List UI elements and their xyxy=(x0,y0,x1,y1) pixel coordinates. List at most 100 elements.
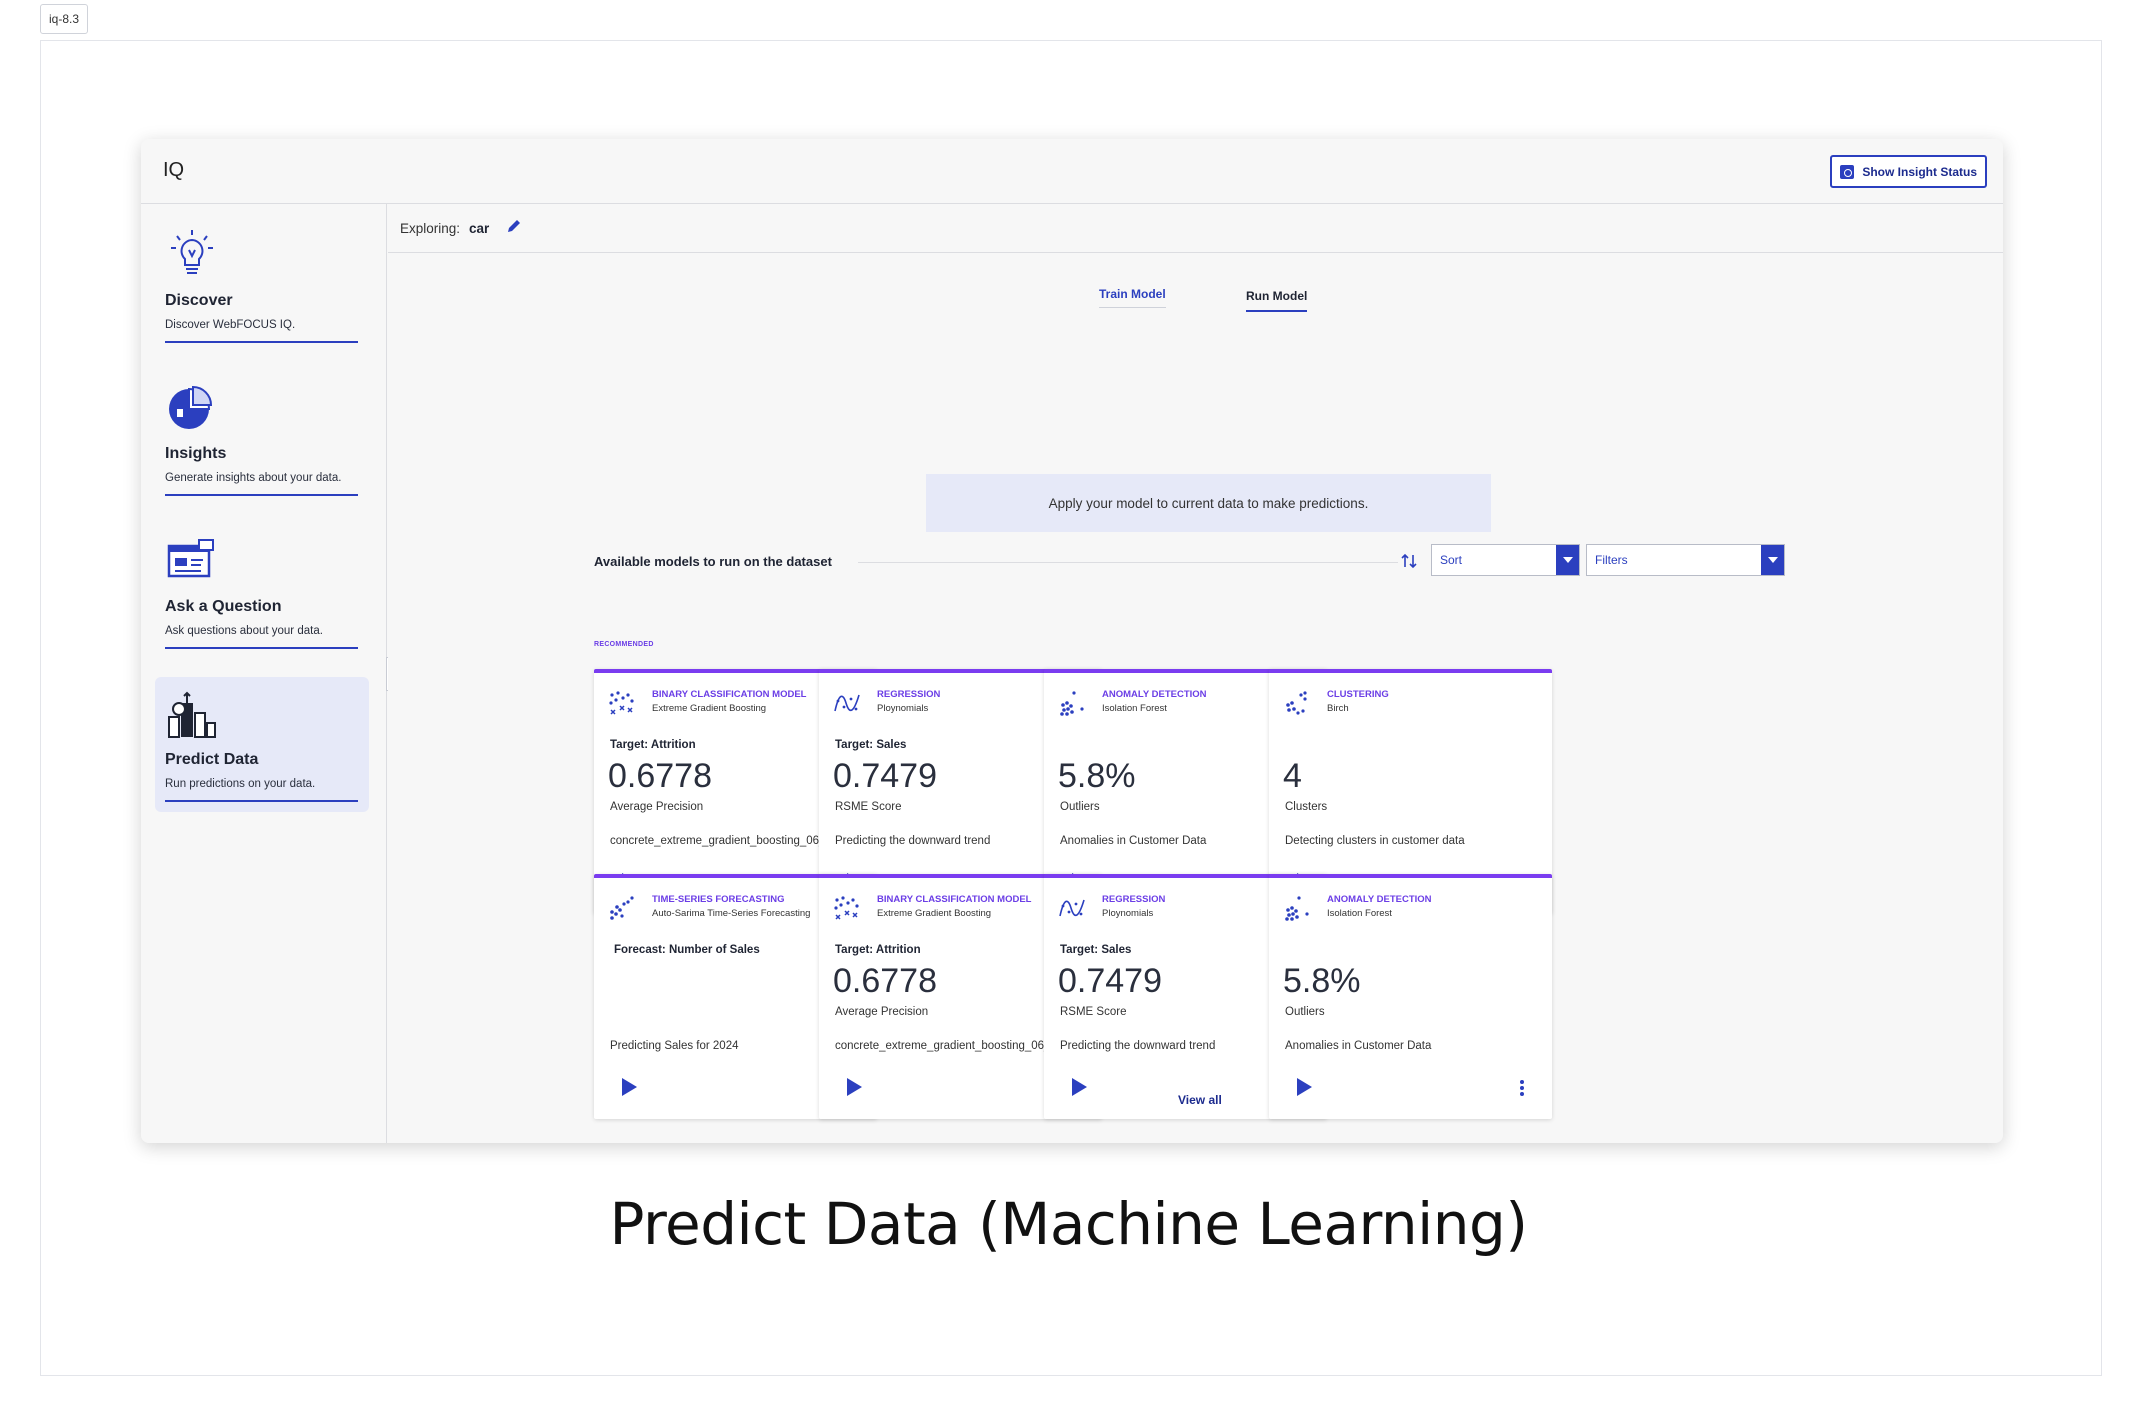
sidebar-item-underline xyxy=(165,341,358,343)
sidebar-item-desc: Ask questions about your data. xyxy=(165,625,323,637)
model-algorithm-label: Extreme Gradient Boosting xyxy=(652,703,767,714)
sidebar-item-underline xyxy=(165,494,358,496)
curve-icon xyxy=(834,694,860,712)
curve-icon xyxy=(1059,899,1085,917)
sort-direction-icon[interactable] xyxy=(1399,551,1419,571)
bar-chart-icon xyxy=(168,691,216,738)
filters-dropdown[interactable]: Filters xyxy=(1586,544,1785,576)
filters-dropdown-value: Filters xyxy=(1595,553,1628,567)
model-type-label: ANOMALY DETECTION xyxy=(1327,894,1432,905)
model-metric-label: Clusters xyxy=(1285,801,1328,813)
model-card[interactable]: CLUSTERING Birch 4 Clusters Detecting cluste… xyxy=(1269,669,1552,914)
model-algorithm-label: Isolation Forest xyxy=(1327,908,1392,919)
insight-status-icon xyxy=(1840,164,1855,179)
model-type-label: REGRESSION xyxy=(877,689,941,700)
dots-trend-icon xyxy=(610,896,634,920)
model-metric-label: Average Precision xyxy=(835,1006,929,1018)
app-header: IQ Show Insight Status xyxy=(141,139,2003,204)
sidebar: Discover Discover WebFOCUS IQ. Insights … xyxy=(141,204,387,1143)
model-target-label: Target: Sales xyxy=(835,739,907,751)
slide-frame xyxy=(40,40,2102,1376)
sidebar-item-underline xyxy=(165,647,358,649)
model-type-label: REGRESSION xyxy=(1102,894,1166,905)
chevron-down-icon xyxy=(1761,545,1784,575)
tab-train-model[interactable]: Train Model xyxy=(1099,287,1166,308)
view-all-link[interactable]: View all xyxy=(1178,1093,1222,1107)
model-description: Predicting the downward trend xyxy=(835,835,991,847)
model-score-value: 0.6778 xyxy=(833,962,937,1000)
model-description: Anomalies in Customer Data xyxy=(1285,1040,1432,1052)
scatter-x-icon xyxy=(834,896,859,920)
info-banner: Apply your model to current data to make… xyxy=(926,474,1491,532)
play-icon[interactable] xyxy=(1072,1078,1087,1096)
main-panel: Exploring: car Train Model Run Model App… xyxy=(388,204,2003,1143)
sidebar-item-desc: Generate insights about your data. xyxy=(165,472,342,484)
play-icon[interactable] xyxy=(847,1078,862,1096)
lightbulb-icon xyxy=(171,230,213,274)
models-section-title: Available models to run on the dataset xyxy=(594,554,832,569)
model-algorithm-label: Auto-Sarima Time-Series Forecasting xyxy=(652,908,811,919)
exploring-label: Exploring: xyxy=(400,221,461,236)
model-score-value: 0.6778 xyxy=(608,757,712,795)
sidebar-item-discover[interactable]: Discover Discover WebFOCUS IQ. xyxy=(155,218,369,353)
model-metric-label: Average Precision xyxy=(610,801,704,813)
sidebar-item-predict-data[interactable]: Predict Data Run predictions on your dat… xyxy=(155,677,369,812)
explore-bar: Exploring: car xyxy=(388,204,2003,253)
model-target-label: Target: Attrition xyxy=(835,944,921,956)
model-target-label: Target: Attrition xyxy=(610,739,696,751)
model-description: Detecting clusters in customer data xyxy=(1285,835,1465,847)
play-icon[interactable] xyxy=(622,1078,637,1096)
model-target-label: Target: Sales xyxy=(1060,944,1132,956)
model-algorithm-label: Ploynomials xyxy=(1102,908,1154,919)
model-score-value: 5.8% xyxy=(1058,757,1136,795)
dots-cluster-icon xyxy=(1286,691,1307,715)
model-score-value: 0.7479 xyxy=(833,757,937,795)
model-algorithm-label: Birch xyxy=(1327,703,1349,714)
sidebar-item-desc: Discover WebFOCUS IQ. xyxy=(165,319,296,331)
sidebar-item-underline xyxy=(165,800,358,802)
sidebar-item-desc: Run predictions on your data. xyxy=(165,778,316,790)
model-card[interactable]: ANOMALY DETECTION Isolation Forest 5.8% Out… xyxy=(1269,874,1552,1119)
show-insight-status-label: Show Insight Status xyxy=(1862,164,1977,179)
edit-pencil-icon[interactable] xyxy=(506,218,522,234)
sidebar-item-title: Discover xyxy=(165,292,233,309)
show-insight-status-button[interactable]: Show Insight Status xyxy=(1830,155,1987,188)
dots-outlier-icon xyxy=(1285,896,1309,921)
model-type-label: BINARY CLASSIFICATION MODEL xyxy=(877,894,1032,905)
model-metric-label: RSME Score xyxy=(1060,1006,1127,1018)
sidebar-item-title: Predict Data xyxy=(165,751,259,768)
model-algorithm-label: Extreme Gradient Boosting xyxy=(877,908,992,919)
model-forecast-label: Forecast: Number of Sales xyxy=(614,944,760,956)
model-description: concrete_extreme_gradient_boosting_06_18… xyxy=(835,1040,1077,1052)
exploring-dataset: car xyxy=(469,221,490,236)
play-icon[interactable] xyxy=(1297,1078,1312,1096)
pie-chart-icon xyxy=(169,385,213,429)
dots-outlier-icon xyxy=(1060,691,1084,716)
chat-window-icon xyxy=(167,539,214,578)
model-score-value: 4 xyxy=(1283,757,1302,795)
model-description: concrete_extreme_gradient_boosting_06_18… xyxy=(610,835,852,847)
sort-dropdown[interactable]: Sort xyxy=(1431,544,1580,576)
model-algorithm-label: Isolation Forest xyxy=(1102,703,1167,714)
recommended-label: RECOMMENDED xyxy=(594,641,654,648)
sidebar-item-title: Insights xyxy=(165,445,227,462)
model-description: Anomalies in Customer Data xyxy=(1060,835,1207,847)
more-options-icon[interactable] xyxy=(1516,1078,1528,1098)
model-type-label: TIME-SERIES FORECASTING xyxy=(652,894,785,905)
info-banner-text: Apply your model to current data to make… xyxy=(1048,495,1369,511)
model-metric-label: Outliers xyxy=(1285,1006,1325,1018)
model-type-label: BINARY CLASSIFICATION MODEL xyxy=(652,689,807,700)
tab-run-model[interactable]: Run Model xyxy=(1246,289,1308,312)
model-type-label: CLUSTERING xyxy=(1327,689,1389,700)
model-algorithm-label: Ploynomials xyxy=(877,703,929,714)
section-divider xyxy=(858,562,1398,563)
sort-dropdown-value: Sort xyxy=(1440,553,1463,567)
model-metric-label: RSME Score xyxy=(835,801,902,813)
slide-caption: Predict Data (Machine Learning) xyxy=(609,1190,1528,1258)
page-tag: iq-8.3 xyxy=(40,4,89,34)
model-type-label: ANOMALY DETECTION xyxy=(1102,689,1207,700)
sidebar-item-insights[interactable]: Insights Generate insights about your da… xyxy=(155,371,369,506)
sidebar-item-title: Ask a Question xyxy=(165,598,282,615)
sidebar-item-ask-a-question[interactable]: Ask a Question Ask questions about your … xyxy=(155,524,369,659)
model-score-value: 0.7479 xyxy=(1058,962,1162,1000)
